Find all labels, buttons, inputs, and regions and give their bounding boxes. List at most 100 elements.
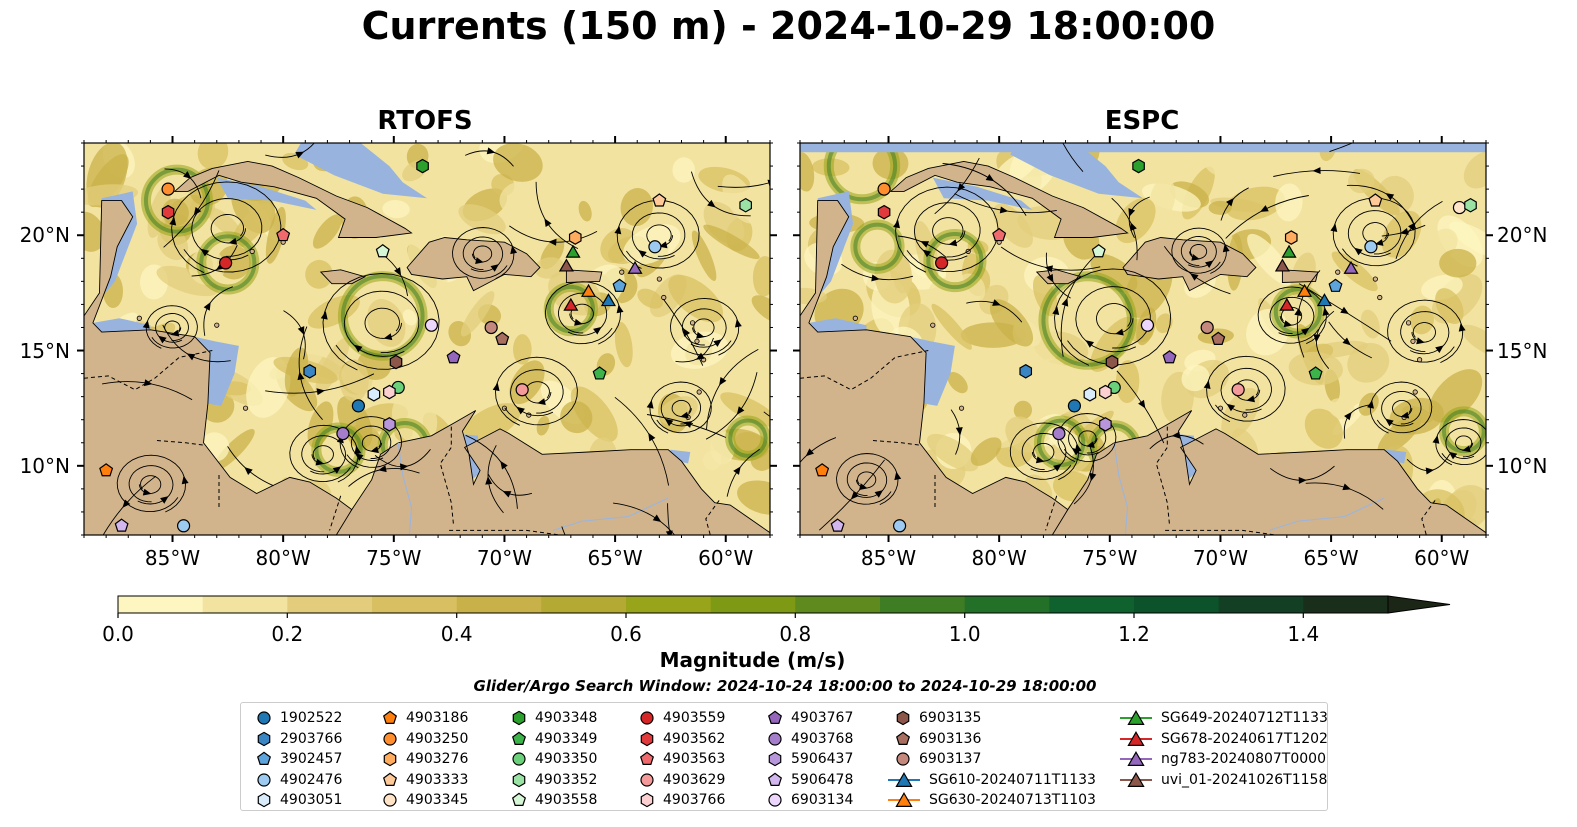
x-tick-label-espc: 80°W bbox=[971, 546, 1027, 570]
legend-marker bbox=[257, 731, 271, 746]
legend-marker bbox=[383, 710, 397, 724]
legend-label: 6903137 bbox=[919, 751, 982, 767]
legend-marker bbox=[768, 793, 782, 807]
streamline bbox=[1387, 299, 1464, 363]
streamline-arrow bbox=[695, 352, 705, 360]
legend-symbol bbox=[512, 792, 526, 806]
island bbox=[1412, 389, 1418, 395]
streamline-arrow bbox=[682, 327, 691, 337]
strong-current-core bbox=[826, 143, 898, 202]
streamline-arrow bbox=[680, 411, 689, 419]
marker-4903629 bbox=[515, 383, 529, 397]
strong-current-core bbox=[728, 418, 768, 458]
legend-item: 4903558 bbox=[511, 790, 597, 810]
streamline-arrow bbox=[181, 475, 189, 485]
colorbar-segment bbox=[795, 596, 881, 613]
magnitude-patch bbox=[493, 143, 543, 182]
legend-symbol bbox=[1127, 710, 1145, 725]
streamline-arrow bbox=[734, 318, 742, 328]
marker-4903250 bbox=[877, 182, 891, 196]
legend-symbol bbox=[257, 772, 271, 787]
streamline-arrow bbox=[893, 219, 900, 229]
streamline-arrow bbox=[502, 491, 512, 498]
legend-marker bbox=[888, 771, 920, 787]
streamline-arrow bbox=[170, 329, 180, 337]
streamline-arrow bbox=[1385, 193, 1395, 201]
streamline-arrow bbox=[295, 151, 305, 159]
colorbar bbox=[117, 595, 1451, 618]
colorbar-segment bbox=[626, 596, 712, 613]
magnitude-patch bbox=[513, 334, 532, 365]
magnitude-patch bbox=[84, 211, 105, 252]
river bbox=[1268, 497, 1385, 531]
legend-symbol bbox=[640, 772, 654, 787]
streamline-arrow bbox=[332, 466, 342, 474]
marker-4903349 bbox=[592, 366, 607, 380]
legend-marker bbox=[383, 731, 397, 746]
streamline-arrow bbox=[616, 304, 624, 314]
colorbar-tick-label: 1.2 bbox=[1118, 622, 1150, 646]
streamline-arrow bbox=[548, 238, 557, 246]
streamline bbox=[1206, 355, 1286, 423]
island bbox=[214, 322, 220, 328]
y-tick-label-left: 10°N bbox=[19, 453, 70, 478]
streamline-arrow bbox=[955, 427, 963, 436]
legend-item: 4903562 bbox=[639, 729, 725, 749]
marker-5906437 bbox=[1099, 417, 1112, 432]
legend-marker bbox=[768, 710, 782, 724]
colorbar-label: Magnitude (m/s) bbox=[659, 648, 846, 672]
streamline-arrow bbox=[894, 471, 902, 481]
streamline-arrow bbox=[1400, 228, 1409, 235]
magnitude-patch bbox=[460, 291, 495, 337]
streamline-arrow bbox=[1053, 463, 1062, 472]
marker-4903348 bbox=[416, 158, 429, 174]
marker-4903767 bbox=[1162, 350, 1177, 364]
legend-item: 4902476 bbox=[256, 770, 342, 790]
colorbar-segment bbox=[372, 596, 458, 613]
magnitude-patch bbox=[752, 256, 770, 297]
marker-4903629 bbox=[1231, 383, 1245, 397]
streamline-arrow bbox=[1458, 323, 1466, 332]
magnitude-patch bbox=[1392, 343, 1435, 383]
marker-4903051 bbox=[367, 387, 381, 402]
streamline-arrow bbox=[1416, 337, 1425, 345]
streamline-arrow bbox=[646, 400, 654, 409]
marker-sg678-20240617t1202 bbox=[1279, 297, 1295, 311]
strong-current-core bbox=[1036, 418, 1086, 467]
magnitude-patch bbox=[668, 274, 724, 323]
y-tick-label-right: 15°N bbox=[1497, 338, 1548, 363]
country-border bbox=[156, 440, 204, 446]
country-border bbox=[1165, 529, 1276, 535]
streamline bbox=[1062, 143, 1084, 172]
streamline-arrow bbox=[1432, 435, 1440, 444]
marker-6903136 bbox=[1211, 331, 1226, 345]
magnitude-patch bbox=[212, 429, 255, 471]
colorbar-tick-label: 0.2 bbox=[271, 622, 304, 646]
x-tick-label-espc: 65°W bbox=[1303, 546, 1359, 570]
country-border bbox=[449, 529, 560, 535]
streamline-arrow bbox=[297, 326, 305, 335]
magnitude-patch bbox=[560, 400, 593, 434]
streamline-arrow bbox=[486, 147, 496, 155]
magnitude-patch bbox=[1090, 253, 1138, 293]
magnitude-patch bbox=[931, 303, 972, 350]
legend-label: 4903345 bbox=[406, 792, 469, 808]
streamline bbox=[171, 181, 282, 274]
magnitude-patch bbox=[339, 359, 369, 402]
streamline-arrow bbox=[574, 318, 583, 326]
map-content bbox=[84, 143, 770, 535]
land-cuba bbox=[889, 160, 1129, 238]
legend-label: 4903558 bbox=[535, 792, 598, 808]
streamline bbox=[452, 227, 515, 280]
land-south-america bbox=[335, 410, 770, 535]
magnitude-patch bbox=[751, 295, 770, 324]
panel-title-espc: ESPC bbox=[1104, 106, 1180, 136]
legend-label: 5906478 bbox=[791, 771, 854, 788]
streamline-arrow bbox=[544, 218, 552, 228]
marker-4903352 bbox=[1464, 197, 1477, 213]
legend-marker bbox=[383, 772, 397, 786]
legend-symbol bbox=[257, 792, 271, 808]
streamline-arrow bbox=[1462, 445, 1471, 453]
streamline-arrow bbox=[999, 206, 1009, 214]
streamline-arrow bbox=[485, 476, 493, 485]
